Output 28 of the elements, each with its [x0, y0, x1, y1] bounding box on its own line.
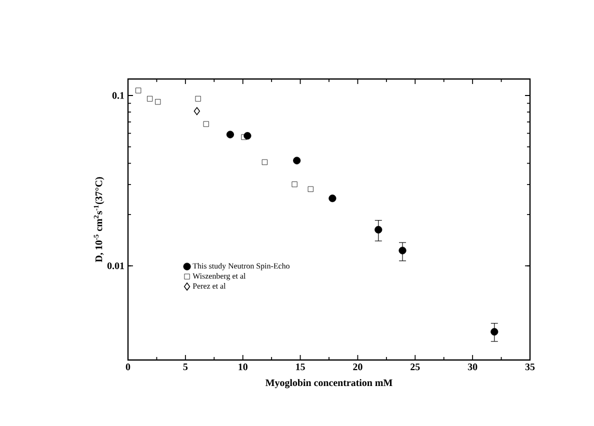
x-tick-label: 0 [126, 364, 130, 370]
point [490, 328, 498, 336]
point [262, 159, 268, 165]
point [292, 182, 298, 188]
point [155, 99, 161, 105]
point [195, 96, 201, 102]
y-axis-title: D, 10$^{-5}$ cm$^{2}$s$^{-1}$(37°C) [94, 177, 104, 262]
point [398, 246, 406, 254]
x-tick-label: 10 [238, 364, 248, 370]
point [194, 107, 200, 116]
point [147, 96, 153, 102]
point [374, 226, 382, 234]
y-tick-label: 0.01 [107, 262, 124, 270]
x-tick-label: 15 [296, 364, 305, 370]
point [293, 156, 301, 164]
point [136, 88, 142, 94]
x-tick-label: 35 [525, 364, 535, 370]
point [203, 121, 209, 127]
x-tick-label: 30 [468, 364, 478, 370]
point [308, 186, 314, 192]
x-axis-title: Myoglobin concentration mM [266, 379, 392, 388]
y-tick-label: 0.1 [112, 92, 124, 99]
point [241, 134, 247, 140]
x-tick-label: 5 [183, 364, 188, 370]
point [328, 194, 336, 202]
point [226, 130, 234, 138]
x-tick-label: 25 [410, 364, 420, 370]
x-tick-label: 20 [353, 364, 362, 370]
